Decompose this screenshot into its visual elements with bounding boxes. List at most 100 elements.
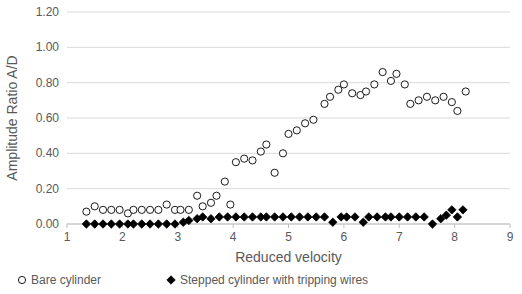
point — [194, 192, 201, 199]
point — [448, 206, 456, 214]
point — [412, 213, 420, 221]
point — [310, 116, 317, 123]
point — [293, 127, 300, 134]
point — [107, 220, 115, 228]
point — [116, 206, 123, 213]
point — [423, 93, 430, 100]
point — [83, 208, 90, 215]
legend: Bare cylinderStepped cylinder with tripp… — [18, 273, 368, 287]
point — [326, 93, 333, 100]
point — [395, 213, 403, 221]
x-tick-label: 5 — [285, 230, 292, 244]
point — [185, 216, 193, 224]
point — [162, 220, 170, 228]
point — [138, 206, 145, 213]
y-tick-label: 0.80 — [36, 76, 60, 90]
legend-marker — [18, 276, 25, 283]
point — [285, 130, 292, 137]
point — [163, 201, 170, 208]
grid-line — [67, 47, 510, 48]
point — [329, 218, 337, 226]
point — [82, 220, 90, 228]
grid-line — [67, 12, 510, 13]
point — [454, 107, 461, 114]
point — [271, 169, 278, 176]
point — [371, 81, 378, 88]
point — [155, 206, 162, 213]
point — [177, 206, 184, 213]
legend-label: Stepped cylinder with tripping wires — [180, 273, 368, 287]
point — [335, 86, 342, 93]
y-tick-label: 1.00 — [36, 40, 60, 54]
point — [99, 220, 107, 228]
point — [185, 206, 192, 213]
x-tick — [454, 224, 455, 228]
point — [462, 88, 469, 95]
point — [295, 213, 303, 221]
point — [448, 99, 455, 106]
point — [349, 90, 356, 97]
x-tick — [67, 224, 68, 228]
y-tick-label: 0.00 — [36, 217, 60, 231]
x-tick-label: 8 — [451, 230, 458, 244]
x-tick-label: 4 — [230, 230, 237, 244]
point — [432, 97, 439, 104]
point — [146, 206, 153, 213]
grid-line — [67, 153, 510, 154]
x-tick-label: 7 — [396, 230, 403, 244]
point — [428, 220, 436, 228]
point — [420, 213, 428, 221]
x-tick — [233, 224, 234, 228]
x-tick-label: 9 — [507, 230, 514, 244]
x-tick-label: 1 — [64, 230, 71, 244]
point — [342, 213, 350, 221]
point — [359, 218, 367, 226]
grid-line — [67, 118, 510, 119]
x-tick — [343, 224, 344, 228]
point — [249, 157, 256, 164]
point — [312, 213, 320, 221]
point — [241, 155, 248, 162]
point — [138, 220, 146, 228]
y-axis-title: Amplitude Ratio A/D — [4, 55, 20, 180]
point — [130, 206, 137, 213]
point — [415, 97, 422, 104]
point — [401, 81, 408, 88]
point — [146, 220, 154, 228]
point — [304, 213, 312, 221]
point — [232, 213, 240, 221]
y-tick-label: 0.60 — [36, 111, 60, 125]
point — [387, 77, 394, 84]
point — [207, 215, 215, 223]
point — [154, 220, 162, 228]
point — [320, 213, 328, 221]
point — [198, 213, 206, 221]
point — [91, 203, 98, 210]
point — [287, 213, 295, 221]
y-tick-label: 1.20 — [36, 5, 60, 19]
point — [407, 100, 414, 107]
point — [171, 220, 179, 228]
chart: 0.000.200.400.600.801.001.20123456789Red… — [0, 0, 522, 294]
x-axis-title: Reduced velocity — [235, 249, 342, 265]
point — [365, 213, 373, 221]
point — [302, 120, 309, 127]
point — [213, 192, 220, 199]
point — [459, 206, 467, 214]
point — [129, 220, 137, 228]
point — [90, 220, 98, 228]
point — [442, 211, 450, 219]
point — [387, 213, 395, 221]
legend-marker — [167, 276, 175, 284]
point — [99, 206, 106, 213]
point — [453, 213, 461, 221]
point — [362, 88, 369, 95]
grid-line — [67, 82, 510, 83]
point — [351, 213, 359, 221]
x-tick — [399, 224, 400, 228]
series — [82, 206, 467, 229]
point — [227, 201, 234, 208]
point — [393, 70, 400, 77]
point — [263, 141, 270, 148]
point — [379, 68, 386, 75]
